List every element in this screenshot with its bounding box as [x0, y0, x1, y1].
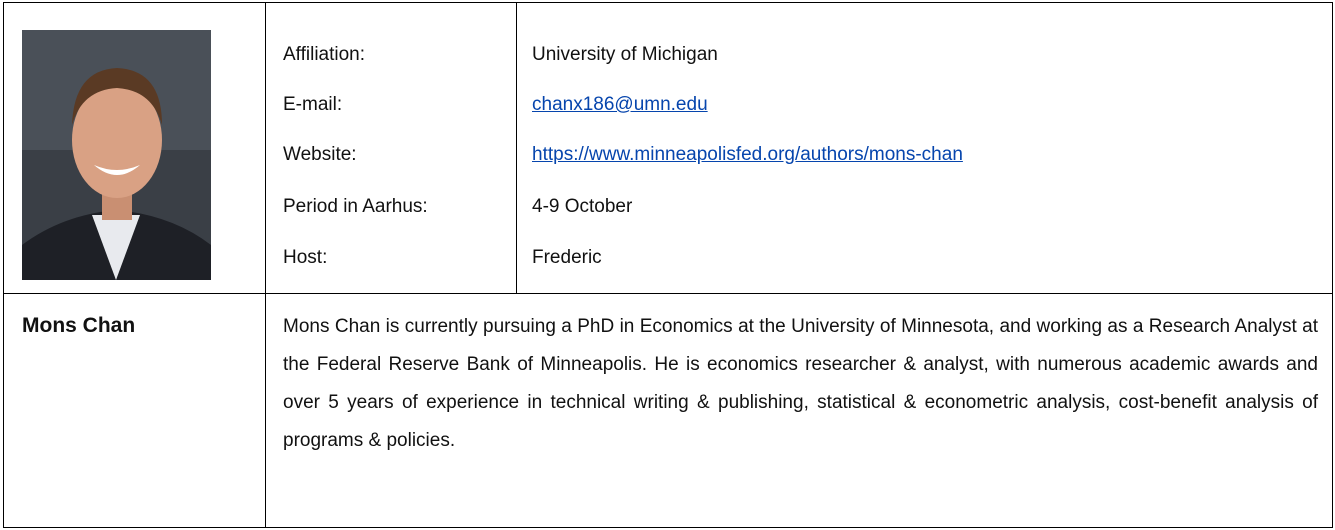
portrait-photo: [22, 30, 211, 280]
detail-value: 4-9 October: [532, 195, 632, 219]
detail-value: University of Michigan: [532, 43, 718, 67]
column-rule: [516, 2, 517, 293]
detail-label: Host:: [283, 246, 327, 270]
detail-label: Period in Aarhus:: [283, 195, 428, 219]
detail-link[interactable]: https://www.minneapolisfed.org/authors/m…: [532, 143, 963, 167]
detail-link[interactable]: chanx186@umn.edu: [532, 93, 708, 117]
detail-value: Frederic: [532, 246, 602, 270]
row-rule: [3, 293, 1333, 294]
detail-label: Website:: [283, 143, 357, 167]
detail-label: E-mail:: [283, 93, 342, 117]
page: Affiliation: University of Michigan E-mail…: [0, 0, 1335, 530]
detail-label: Affiliation:: [283, 43, 365, 67]
bio-text: Mons Chan is currently pursuing a PhD in…: [283, 308, 1318, 460]
column-rule: [265, 2, 266, 528]
person-name: Mons Chan: [22, 314, 135, 338]
